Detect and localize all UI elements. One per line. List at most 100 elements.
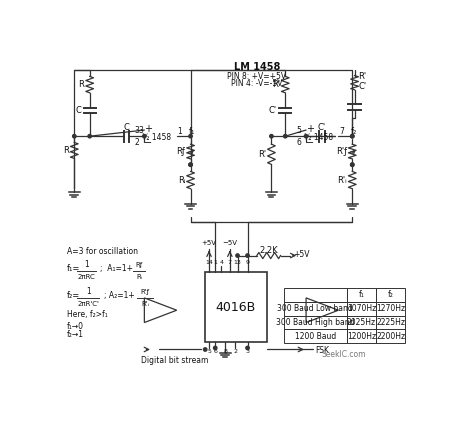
Text: R'ƒ: R'ƒ bbox=[141, 289, 150, 295]
Circle shape bbox=[246, 254, 249, 257]
Text: C': C' bbox=[269, 106, 277, 115]
Text: 300 Baud Low band: 300 Baud Low band bbox=[277, 304, 353, 313]
Bar bbox=[284, 288, 347, 302]
Text: ;  A₁=1+: ; A₁=1+ bbox=[100, 264, 134, 273]
Text: R'ƒ: R'ƒ bbox=[336, 147, 347, 156]
Bar bbox=[347, 288, 376, 302]
Text: +: + bbox=[144, 124, 152, 134]
Text: 1: 1 bbox=[84, 260, 89, 269]
Bar bbox=[376, 329, 405, 343]
Text: f₁: f₁ bbox=[189, 127, 195, 136]
Text: 3: 3 bbox=[246, 349, 249, 354]
Text: 2200Hz: 2200Hz bbox=[376, 332, 405, 341]
Text: 9: 9 bbox=[246, 260, 249, 265]
Text: Rƒ: Rƒ bbox=[136, 262, 143, 268]
Text: R': R' bbox=[358, 72, 366, 80]
Text: 4016B: 4016B bbox=[216, 301, 256, 314]
Text: R': R' bbox=[272, 80, 280, 89]
Circle shape bbox=[88, 134, 91, 138]
Text: Rᵢ: Rᵢ bbox=[178, 175, 185, 185]
Text: f₁=: f₁= bbox=[66, 264, 80, 273]
Text: f₂: f₂ bbox=[388, 290, 394, 299]
Circle shape bbox=[351, 163, 354, 166]
Text: PIN 8: +V=+5V: PIN 8: +V=+5V bbox=[227, 72, 286, 80]
Text: 3: 3 bbox=[135, 126, 140, 134]
Text: C': C' bbox=[318, 123, 326, 132]
Circle shape bbox=[351, 163, 354, 166]
Bar bbox=[347, 329, 376, 343]
Circle shape bbox=[143, 134, 146, 138]
Text: PIN 4: -V=-5V: PIN 4: -V=-5V bbox=[231, 80, 283, 88]
Text: 7: 7 bbox=[228, 260, 232, 265]
Bar bbox=[376, 302, 405, 316]
Text: 4: 4 bbox=[219, 260, 223, 265]
Text: 6: 6 bbox=[213, 349, 217, 354]
Text: f₁: f₁ bbox=[359, 290, 365, 299]
Text: 5: 5 bbox=[297, 126, 301, 134]
Text: R'ᵢ: R'ᵢ bbox=[337, 175, 347, 185]
Text: 1: 1 bbox=[177, 127, 182, 136]
Text: ½ 1458: ½ 1458 bbox=[304, 133, 333, 142]
Text: 7: 7 bbox=[339, 127, 344, 136]
Circle shape bbox=[189, 163, 192, 166]
Text: Rƒ: Rƒ bbox=[176, 147, 185, 156]
Text: 1: 1 bbox=[86, 287, 91, 296]
Text: +5V: +5V bbox=[201, 240, 217, 246]
Circle shape bbox=[304, 134, 308, 138]
Text: Rᵢ: Rᵢ bbox=[136, 274, 142, 280]
Text: C: C bbox=[75, 106, 81, 115]
Text: 3: 3 bbox=[138, 126, 143, 134]
Text: C': C' bbox=[358, 82, 366, 91]
Text: 14: 14 bbox=[205, 260, 213, 265]
Text: A=3 for oscillation: A=3 for oscillation bbox=[66, 247, 137, 256]
Circle shape bbox=[270, 134, 273, 138]
Text: 5: 5 bbox=[207, 349, 211, 354]
Text: ½ 1458: ½ 1458 bbox=[142, 133, 171, 142]
Text: −: − bbox=[144, 138, 152, 148]
Circle shape bbox=[236, 254, 239, 257]
Text: −: − bbox=[306, 138, 314, 148]
Circle shape bbox=[189, 134, 192, 138]
Text: 1: 1 bbox=[213, 260, 217, 265]
Text: R: R bbox=[63, 146, 69, 155]
Text: 2: 2 bbox=[233, 349, 237, 354]
Circle shape bbox=[73, 134, 76, 138]
Bar bbox=[376, 316, 405, 329]
Text: 2.2K: 2.2K bbox=[259, 246, 278, 255]
Text: 2πRC: 2πRC bbox=[78, 274, 95, 280]
Text: 1270Hz: 1270Hz bbox=[376, 304, 405, 313]
Text: 8: 8 bbox=[223, 349, 227, 354]
Text: LM 1458: LM 1458 bbox=[234, 62, 280, 72]
Text: Digital bit stream: Digital bit stream bbox=[141, 356, 208, 365]
Text: 6: 6 bbox=[297, 138, 301, 147]
Text: 1200Hz: 1200Hz bbox=[347, 332, 376, 341]
Bar bbox=[284, 302, 347, 316]
Text: 2πR'C': 2πR'C' bbox=[77, 301, 99, 307]
Text: f₂=: f₂= bbox=[66, 291, 80, 300]
Text: R'ᵢ: R'ᵢ bbox=[141, 301, 149, 307]
Text: FSK: FSK bbox=[315, 346, 329, 355]
Bar bbox=[284, 316, 347, 329]
Text: R': R' bbox=[258, 150, 266, 159]
Text: +: + bbox=[306, 124, 314, 134]
Text: +5V: +5V bbox=[293, 250, 310, 259]
Circle shape bbox=[351, 134, 354, 138]
Text: 300 Baud High band: 300 Baud High band bbox=[276, 318, 355, 327]
Text: 1070Hz: 1070Hz bbox=[347, 304, 376, 313]
Circle shape bbox=[246, 346, 249, 350]
Text: −5V: −5V bbox=[222, 240, 237, 246]
Text: Here, f₂>f₁: Here, f₂>f₁ bbox=[66, 310, 107, 319]
Circle shape bbox=[351, 134, 354, 138]
Circle shape bbox=[189, 163, 192, 166]
Text: C: C bbox=[123, 123, 129, 132]
Circle shape bbox=[203, 348, 207, 351]
Bar bbox=[376, 288, 405, 302]
Text: R: R bbox=[78, 80, 84, 89]
Text: f₁→0: f₁→0 bbox=[66, 322, 83, 331]
Text: 2025Hz: 2025Hz bbox=[347, 318, 376, 327]
Text: 13: 13 bbox=[234, 260, 241, 265]
Circle shape bbox=[213, 346, 217, 350]
Text: f₂→1: f₂→1 bbox=[66, 330, 83, 339]
Bar bbox=[347, 316, 376, 329]
Bar bbox=[205, 272, 267, 342]
